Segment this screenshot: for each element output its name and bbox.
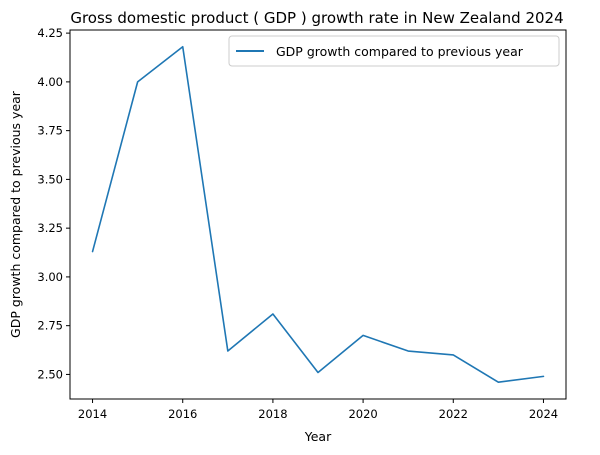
y-tick-label: 3.25: [37, 221, 63, 235]
x-tick-label: 2014: [78, 407, 107, 421]
x-axis-ticks: 2014 2016 2018 2020 2022 2024: [78, 399, 558, 421]
x-tick-label: 2024: [529, 407, 558, 421]
x-tick-label: 2022: [439, 407, 468, 421]
legend: GDP growth compared to previous year: [228, 35, 560, 67]
legend-box: [228, 35, 560, 67]
x-tick-label: 2018: [258, 407, 287, 421]
legend-entry-label: GDP growth compared to previous year: [276, 44, 524, 59]
x-axis-label: Year: [304, 429, 332, 444]
plot-area-frame: [69, 29, 567, 400]
y-tick-label: 4.25: [37, 26, 63, 40]
y-axis-ticks: 2.50 2.75 3.00 3.25 3.50 3.75 4.00 4.25: [37, 26, 70, 381]
series-layer: [91, 45, 545, 384]
y-tick-label: 2.50: [37, 367, 63, 381]
y-tick-label: 2.75: [37, 319, 63, 333]
y-tick-label: 3.00: [37, 270, 63, 284]
y-tick-label: 3.75: [37, 124, 63, 138]
y-tick-label: 4.00: [37, 75, 63, 89]
x-tick-label: 2020: [348, 407, 377, 421]
y-axis-label: GDP growth compared to previous year: [8, 90, 23, 338]
series-line: [91, 45, 545, 384]
y-tick-label: 3.50: [37, 172, 63, 186]
x-tick-label: 2016: [168, 407, 197, 421]
chart-title: Gross domestic product ( GDP ) growth ra…: [70, 9, 563, 27]
